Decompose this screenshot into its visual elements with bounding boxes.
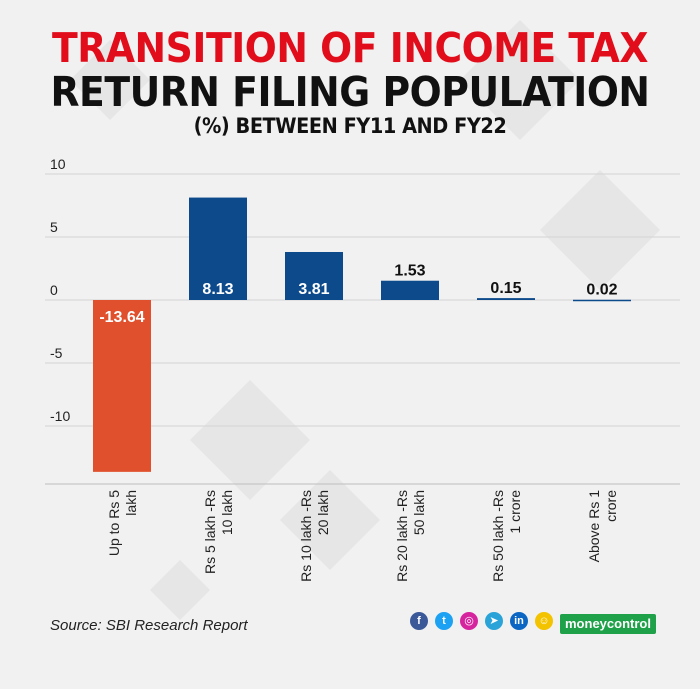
instagram-icon[interactable]: ◎ <box>460 612 478 630</box>
x-tick-label: Rs 20 lakh -Rs 50 lakh <box>394 490 427 582</box>
bars: -13.64 8.13 3.81 1.53 0.15 0.02 <box>93 197 631 472</box>
snapchat-icon[interactable]: ☺ <box>535 612 553 630</box>
x-tick-label-line: lakh <box>123 490 139 516</box>
data-label: 1.53 <box>394 263 425 280</box>
data-label: -13.64 <box>99 309 144 326</box>
x-axis-category-labels: Up to Rs 5 lakh Rs 5 lakh -Rs 10 lakh Rs 10 … <box>106 490 619 582</box>
x-tick-label-line: 1 crore <box>507 490 523 534</box>
moneycontrol-logo: moneycontrol <box>560 614 656 634</box>
x-tick-label-line: Above Rs 1 <box>586 490 602 563</box>
bar <box>477 298 535 300</box>
x-tick-label-line: 20 lakh <box>315 490 331 535</box>
x-tick-label: Up to Rs 5 lakh <box>106 490 139 556</box>
bar <box>573 299 631 302</box>
x-tick-label-line: crore <box>603 490 619 522</box>
bar <box>285 251 343 300</box>
x-tick-label-line: Rs 5 lakh -Rs <box>202 490 218 574</box>
telegram-icon[interactable]: ➤ <box>485 612 503 630</box>
bar <box>381 280 439 300</box>
linkedin-icon[interactable]: in <box>510 612 528 630</box>
y-tick-label: -10 <box>50 408 70 424</box>
x-tick-label-line: 50 lakh <box>411 490 427 535</box>
source-note: Source: SBI Research Report <box>50 617 248 634</box>
title-line-1: TRANSITION OF INCOME TAX <box>51 24 649 72</box>
x-tick-label: Rs 10 lakh -Rs 20 lakh <box>298 490 331 582</box>
y-tick-label: 0 <box>50 282 58 298</box>
y-axis-tick-labels: 10 5 0 -5 -10 <box>50 156 70 424</box>
x-tick-label: Above Rs 1 crore <box>586 490 619 563</box>
bar-chart: 10 5 0 -5 -10 -13.64 8.13 3.81 1.53 0.15 0.02 Up … <box>45 156 680 582</box>
x-tick-label-line: Rs 50 lakh -Rs <box>490 490 506 582</box>
facebook-icon[interactable]: f <box>410 612 428 630</box>
twitter-icon[interactable]: t <box>435 612 453 630</box>
bar <box>189 197 247 300</box>
bar <box>93 300 151 472</box>
data-label: 0.02 <box>586 282 617 299</box>
y-tick-label: 5 <box>50 219 58 235</box>
data-label: 3.81 <box>298 281 329 298</box>
title-line-2: RETURN FILING POPULATION <box>50 68 650 116</box>
x-tick-label-line: Up to Rs 5 <box>106 490 122 556</box>
x-tick-label-line: Rs 10 lakh -Rs <box>298 490 314 582</box>
y-tick-label: 10 <box>50 156 66 172</box>
data-label: 8.13 <box>202 281 233 298</box>
x-tick-label-line: 10 lakh <box>219 490 235 535</box>
y-tick-label: -5 <box>50 345 63 361</box>
subtitle: (%) BETWEEN FY11 AND FY22 <box>193 114 507 138</box>
x-tick-label-line: Rs 20 lakh -Rs <box>394 490 410 582</box>
x-tick-label: Rs 50 lakh -Rs 1 crore <box>490 490 523 582</box>
data-label: 0.15 <box>490 280 521 297</box>
x-tick-label: Rs 5 lakh -Rs 10 lakh <box>202 490 235 574</box>
